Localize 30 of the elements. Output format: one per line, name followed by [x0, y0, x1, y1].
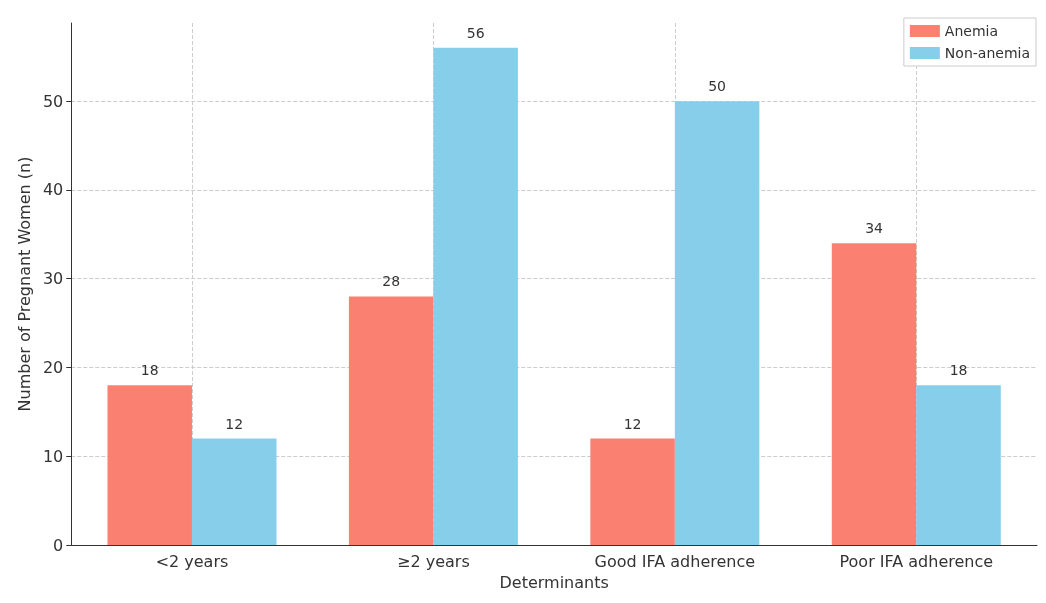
bar: [433, 47, 518, 546]
bar: [831, 243, 917, 546]
x-axis-title: Determinants: [499, 572, 609, 592]
bar: [191, 438, 277, 546]
y-tick-label: 20: [42, 358, 64, 378]
legend-label: Anemia: [944, 23, 999, 39]
y-tick-label: 0: [53, 535, 64, 555]
data-label: 50: [708, 78, 727, 95]
data-label: 28: [382, 273, 401, 290]
y-axis-title: Number of Pregnant Women (n): [14, 156, 34, 412]
y-tick-label: 40: [42, 180, 64, 200]
legend-label: Non-anemia: [944, 45, 1031, 61]
y-tick-label: 50: [42, 91, 64, 111]
bar: [674, 101, 760, 546]
x-tick-label: ≥2 years: [397, 551, 470, 571]
y-tick-label: 10: [42, 446, 64, 466]
data-label: 18: [140, 362, 159, 379]
x-tick-label: Poor IFA adherence: [839, 551, 994, 571]
data-label: 12: [225, 415, 244, 432]
bar: [916, 385, 1001, 546]
y-tick-label: 30: [42, 269, 64, 289]
data-label: 18: [949, 362, 968, 379]
x-tick-label: Good IFA adherence: [594, 551, 756, 571]
data-label: 12: [623, 415, 642, 432]
bar: [348, 296, 434, 546]
data-label: 34: [865, 220, 884, 237]
bar: [590, 438, 675, 546]
x-tick-label: <2 years: [155, 551, 229, 571]
data-label: 56: [466, 24, 485, 41]
bar: [107, 385, 192, 546]
